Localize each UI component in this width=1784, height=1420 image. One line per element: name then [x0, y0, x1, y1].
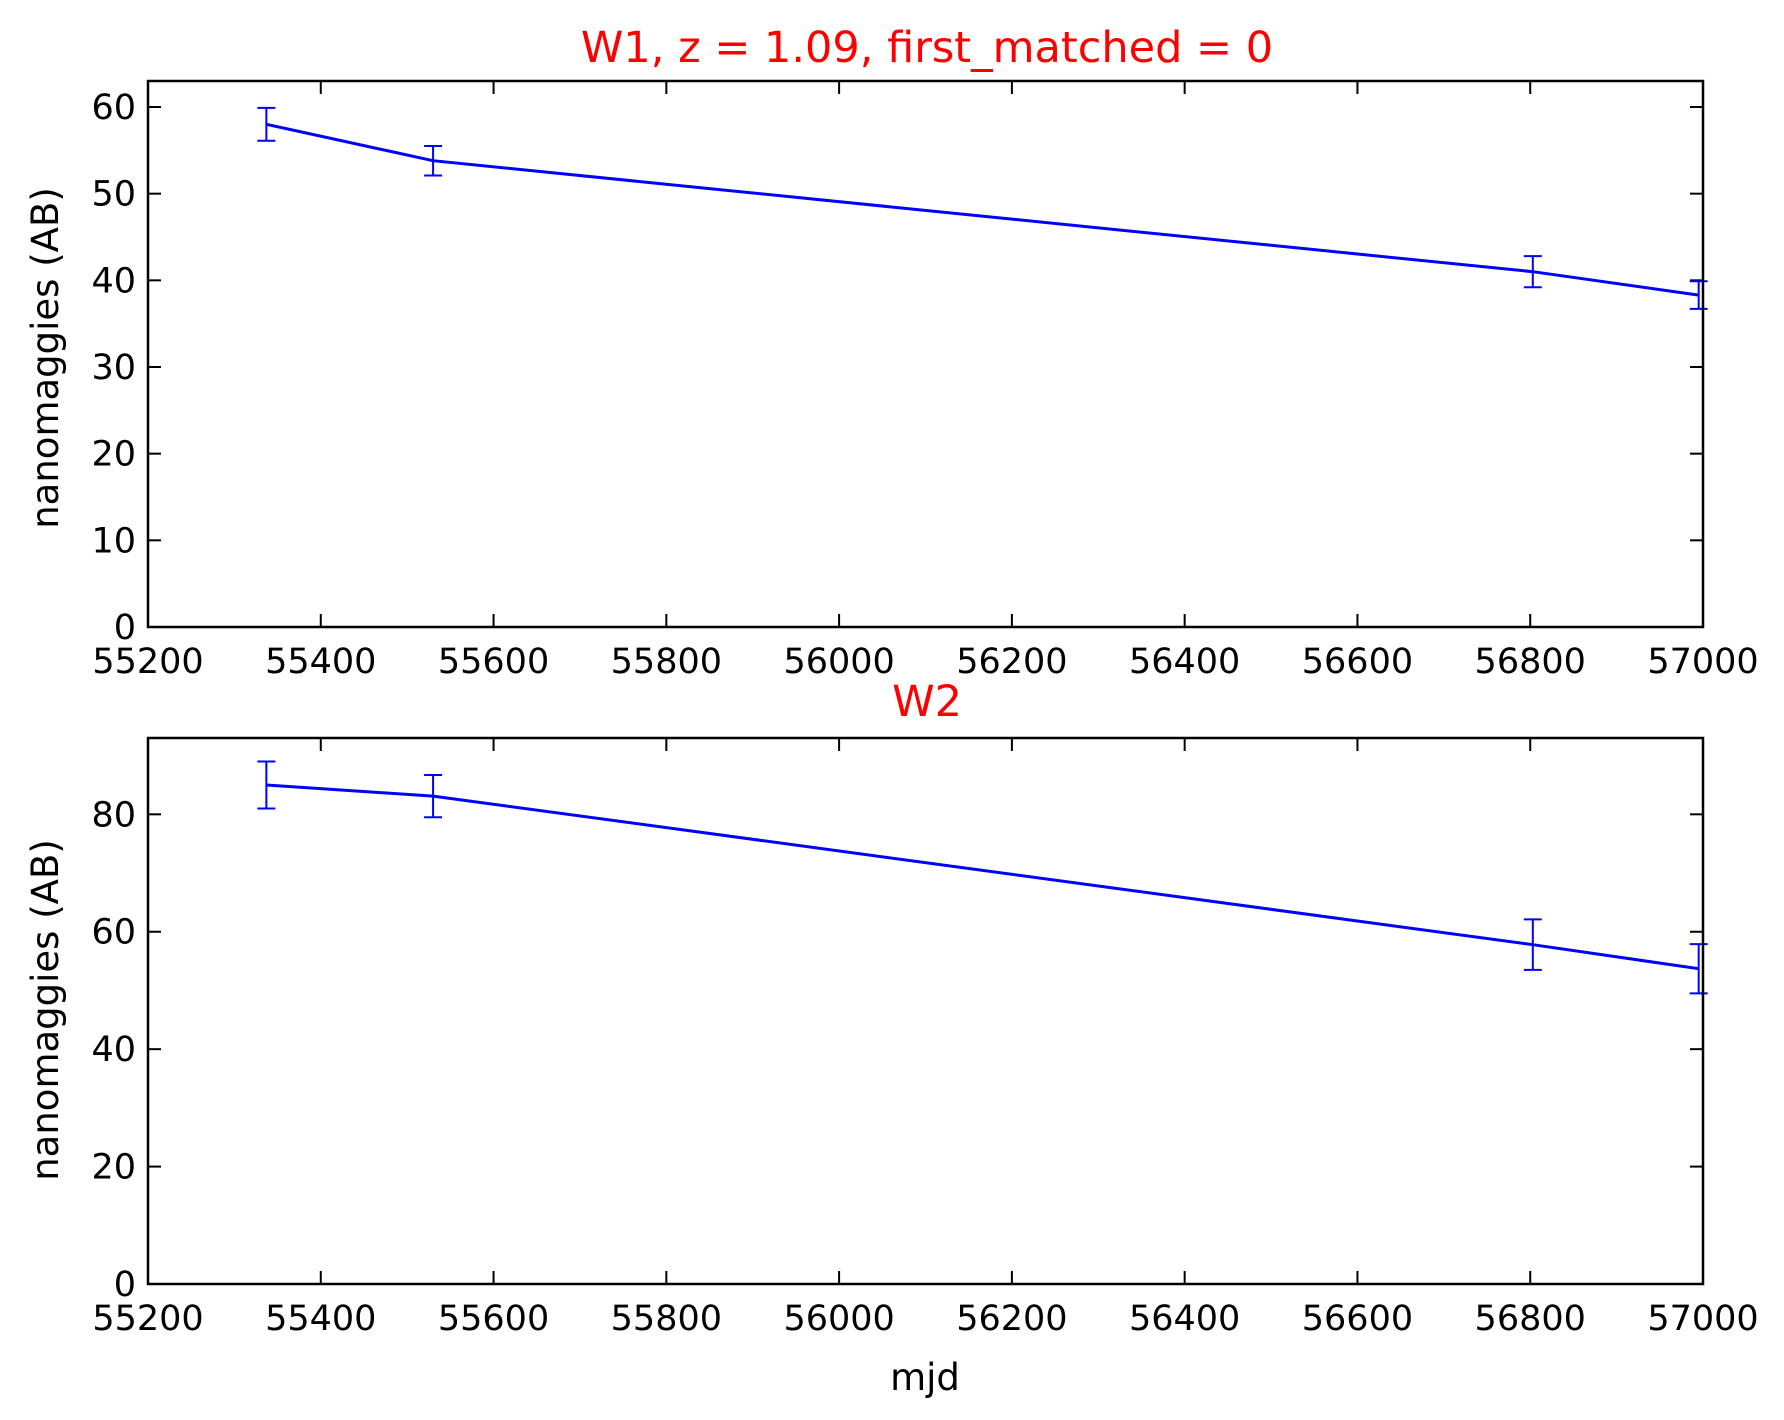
w2-xtick-label: 55400	[265, 1299, 376, 1339]
w1-ytick-label: 30	[91, 348, 136, 388]
w1-xtick-label: 56200	[956, 642, 1067, 682]
w1-ylabel: nanomaggies (AB)	[24, 187, 67, 529]
w2-xtick-label: 56200	[956, 1299, 1067, 1339]
w1-xtick-label: 56600	[1302, 642, 1413, 682]
w2-series-line	[266, 783, 1699, 971]
w1-xtick-label: 55800	[611, 642, 722, 682]
w1-ytick-label: 60	[91, 88, 136, 128]
w1-xtick-label: 56000	[783, 642, 894, 682]
w2-xtick-label: 55600	[438, 1299, 549, 1339]
w2-xtick-label: 56000	[783, 1299, 894, 1339]
w2-ylabel: nanomaggies (AB)	[24, 839, 67, 1181]
w2-xtick-label: 56400	[1129, 1299, 1240, 1339]
w1-xtick-label: 57000	[1647, 642, 1758, 682]
w2-title: W2	[892, 677, 962, 727]
w1-xtick-label: 56800	[1475, 642, 1586, 682]
w1-data	[257, 106, 1708, 310]
w2-axes-frame	[146, 736, 1705, 1286]
w1-ytick-label: 20	[91, 435, 136, 475]
w1-axes-frame	[146, 79, 1705, 629]
w2-xtick-label: 56600	[1302, 1299, 1413, 1339]
w2-ytick-label: 80	[91, 795, 136, 835]
w1-ticks: 55200 55400 55600 55800 56000 56200 56400 56600…	[91, 81, 1759, 682]
w2-xlabel: mjd	[890, 1356, 960, 1399]
w1-title: W1, z = 1.09, first_matched = 0	[581, 23, 1273, 73]
w2-xtick-label: 57000	[1647, 1299, 1758, 1339]
w1-series-line	[266, 122, 1699, 297]
w1-ytick-label: 0	[114, 608, 136, 648]
w1-ytick-label: 10	[91, 521, 136, 561]
w2-ytick-label: 0	[114, 1265, 136, 1305]
w1-ytick-label: 40	[91, 261, 136, 301]
w2-data	[257, 760, 1708, 995]
w1-xtick-label: 56400	[1129, 642, 1240, 682]
w1-xtick-label: 55200	[92, 642, 203, 682]
w2-ytick-label: 40	[91, 1030, 136, 1070]
w2-ticks: 55200 55400 55600 55800 56000 56200 56400 56600…	[91, 738, 1759, 1339]
w2-ytick-label: 20	[91, 1148, 136, 1188]
w2-xtick-label: 56800	[1475, 1299, 1586, 1339]
w2-ytick-label: 60	[91, 913, 136, 953]
w2-xtick-label: 55800	[611, 1299, 722, 1339]
w1-xtick-label: 55400	[265, 642, 376, 682]
w2-panel: W2 nanomaggies (AB) mjd 55200 55400 55600 5…	[24, 677, 1759, 1399]
w1-xtick-label: 55600	[438, 642, 549, 682]
w1-ytick-label: 50	[91, 175, 136, 215]
w1-panel: W1, z = 1.09, first_matched = 0 nanomagg…	[24, 23, 1759, 682]
w2-xtick-label: 55200	[92, 1299, 203, 1339]
